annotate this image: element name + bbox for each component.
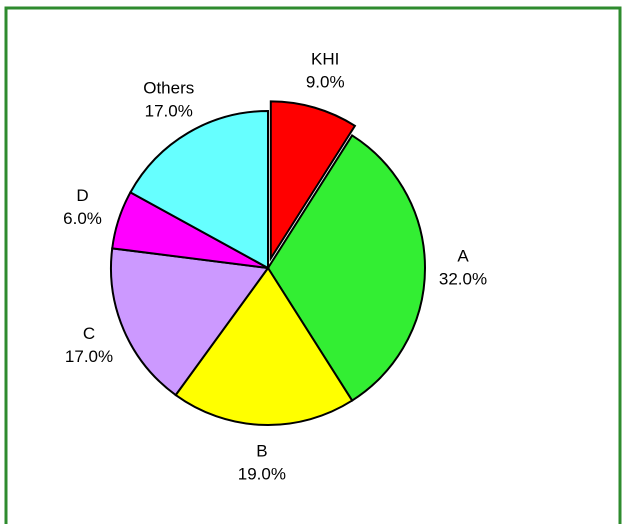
slice-label: C xyxy=(83,324,95,343)
pie-slice xyxy=(129,109,269,270)
slice-value-label: 32.0% xyxy=(439,269,487,288)
pie-slice xyxy=(110,247,270,397)
slice-value-label: 19.0% xyxy=(238,464,286,483)
slice-label: A xyxy=(457,246,469,265)
slice-label: KHI xyxy=(311,50,339,69)
slice-label: Others xyxy=(143,79,194,98)
pie-slice xyxy=(266,134,426,402)
pie-slice xyxy=(269,100,357,262)
slice-value-label: 17.0% xyxy=(65,347,113,366)
slice-value-label: 17.0% xyxy=(145,102,193,121)
slice-value-label: 9.0% xyxy=(306,73,345,92)
slice-label: D xyxy=(76,186,88,205)
chart-frame xyxy=(4,6,622,524)
slice-label: B xyxy=(256,441,267,460)
slice-value-label: 6.0% xyxy=(63,209,102,228)
pie-slice xyxy=(174,266,354,426)
